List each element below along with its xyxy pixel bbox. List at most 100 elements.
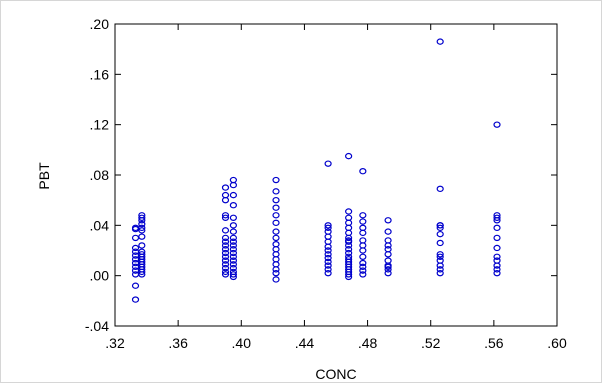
- data-point: [384, 257, 392, 264]
- data-point: [229, 257, 237, 264]
- data-point: [324, 224, 332, 232]
- data-point: [436, 224, 444, 232]
- plot-area: [114, 23, 558, 327]
- y-axis-ticks: -.04 .00 .04 .08 .12 .16 .20: [85, 16, 557, 334]
- data-point: [221, 271, 230, 278]
- x-tick-label: .36: [168, 335, 188, 351]
- data-point: [221, 184, 230, 191]
- x-axis-label: CONC: [315, 366, 356, 382]
- data-point: [493, 253, 501, 260]
- data-point: [229, 242, 237, 249]
- data-point: [229, 261, 237, 268]
- data-point: [345, 256, 353, 263]
- data-points: [131, 38, 501, 303]
- data-point: [138, 242, 146, 249]
- data-point: [384, 217, 392, 224]
- data-point: [229, 264, 237, 272]
- data-point: [138, 220, 146, 228]
- data-point: [359, 218, 367, 225]
- data-point: [324, 266, 332, 273]
- y-axis-label: PBT: [36, 162, 52, 190]
- data-point: [229, 222, 237, 229]
- data-point: [229, 228, 237, 235]
- x-tick-label: .52: [421, 335, 441, 351]
- data-point: [221, 214, 230, 221]
- data-point: [384, 246, 392, 253]
- data-point: [229, 271, 237, 278]
- data-point: [384, 263, 392, 271]
- data-point: [229, 201, 237, 209]
- data-point: [384, 266, 392, 273]
- y-tick-label: .00: [90, 268, 110, 284]
- data-point: [131, 282, 140, 289]
- data-point: [138, 251, 146, 258]
- data-point: [359, 271, 367, 278]
- x-tick-label: .60: [547, 335, 567, 351]
- data-point: [221, 249, 230, 257]
- data-point: [229, 249, 237, 257]
- data-point: [436, 38, 444, 45]
- data-point: [221, 246, 230, 253]
- data-point: [138, 227, 146, 234]
- data-point: [272, 196, 280, 204]
- data-point: [272, 276, 280, 283]
- data-point: [493, 234, 501, 242]
- y-tick-label: .16: [90, 66, 110, 82]
- data-point: [324, 160, 332, 167]
- data-point: [493, 224, 501, 232]
- x-tick-label: .56: [484, 335, 504, 351]
- data-point: [221, 238, 230, 245]
- data-point: [272, 176, 280, 184]
- data-point: [359, 224, 367, 232]
- data-point: [221, 191, 230, 199]
- data-point: [324, 254, 332, 262]
- data-point: [221, 212, 230, 219]
- data-point: [272, 204, 280, 211]
- data-point: [493, 266, 501, 273]
- data-point: [345, 237, 353, 244]
- data-point: [493, 244, 501, 252]
- data-point: [324, 251, 332, 258]
- y-tick-label: .12: [90, 117, 110, 133]
- data-point: [359, 259, 367, 267]
- data-point: [221, 227, 230, 234]
- data-point: [221, 234, 230, 242]
- data-point: [436, 230, 444, 238]
- data-point: [272, 234, 280, 242]
- data-point: [436, 253, 444, 260]
- data-point: [272, 269, 280, 277]
- data-point: [345, 214, 353, 221]
- x-tick-label: .44: [295, 335, 315, 351]
- data-point: [221, 242, 230, 249]
- data-point: [436, 257, 444, 264]
- data-point: [493, 269, 501, 277]
- data-point: [272, 188, 280, 195]
- data-point: [229, 253, 237, 260]
- data-point: [138, 224, 146, 232]
- data-point: [493, 214, 501, 221]
- data-point: [138, 214, 146, 221]
- data-point: [324, 269, 332, 277]
- data-point: [345, 246, 353, 253]
- data-point: [493, 212, 501, 219]
- data-point: [272, 219, 280, 227]
- data-point: [436, 239, 444, 247]
- y-tick-label: .20: [90, 16, 110, 32]
- data-point: [493, 121, 501, 128]
- data-point: [272, 228, 280, 235]
- data-point: [221, 268, 230, 276]
- data-point: [221, 253, 230, 260]
- data-point: [324, 262, 332, 269]
- data-point: [229, 246, 237, 253]
- x-tick-label: .48: [358, 335, 378, 351]
- y-tick-label: -.04: [85, 318, 109, 334]
- data-point: [359, 237, 367, 244]
- data-point: [229, 268, 237, 276]
- data-point: [131, 296, 140, 303]
- data-point: [229, 176, 237, 184]
- data-point: [384, 237, 392, 244]
- data-point: [359, 212, 367, 219]
- data-point: [493, 257, 501, 264]
